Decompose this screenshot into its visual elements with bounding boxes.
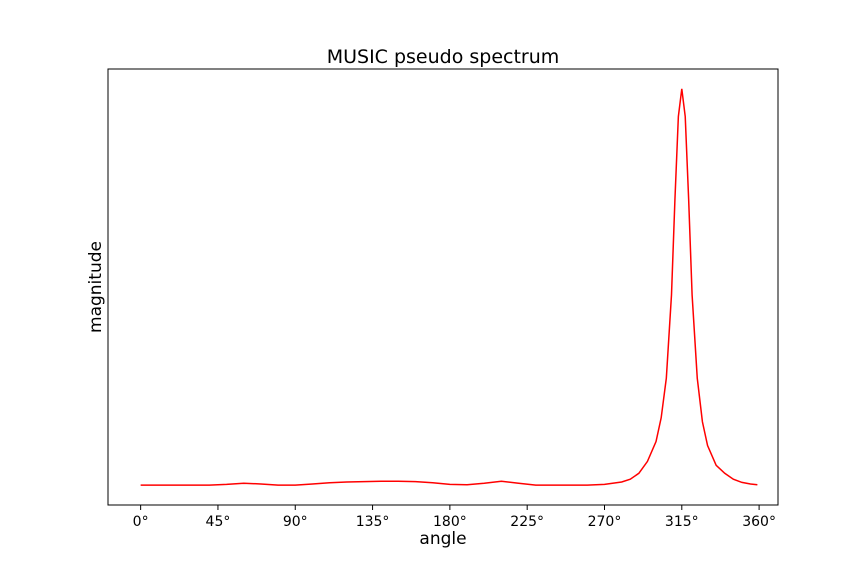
chart-title: MUSIC pseudo spectrum [327,46,560,68]
x-tick-label: 360° [742,514,776,530]
x-tick-label: 180° [433,514,467,530]
x-tick-label: 0° [133,514,149,530]
plot-area [107,68,779,506]
x-tick-label: 270° [588,514,622,530]
x-tick-label: 315° [665,514,699,530]
x-tick-label: 225° [510,514,544,530]
y-axis-label: magnitude [86,241,106,333]
x-tick-label: 135° [356,514,390,530]
series-line [140,88,758,486]
x-tick-label: 90° [283,514,308,530]
x-tick-label: 45° [206,514,231,530]
x-axis: 0° 45° 90° 135° 180° 225° 270° 315° 360° [133,505,776,530]
x-axis-label: angle [419,529,466,549]
